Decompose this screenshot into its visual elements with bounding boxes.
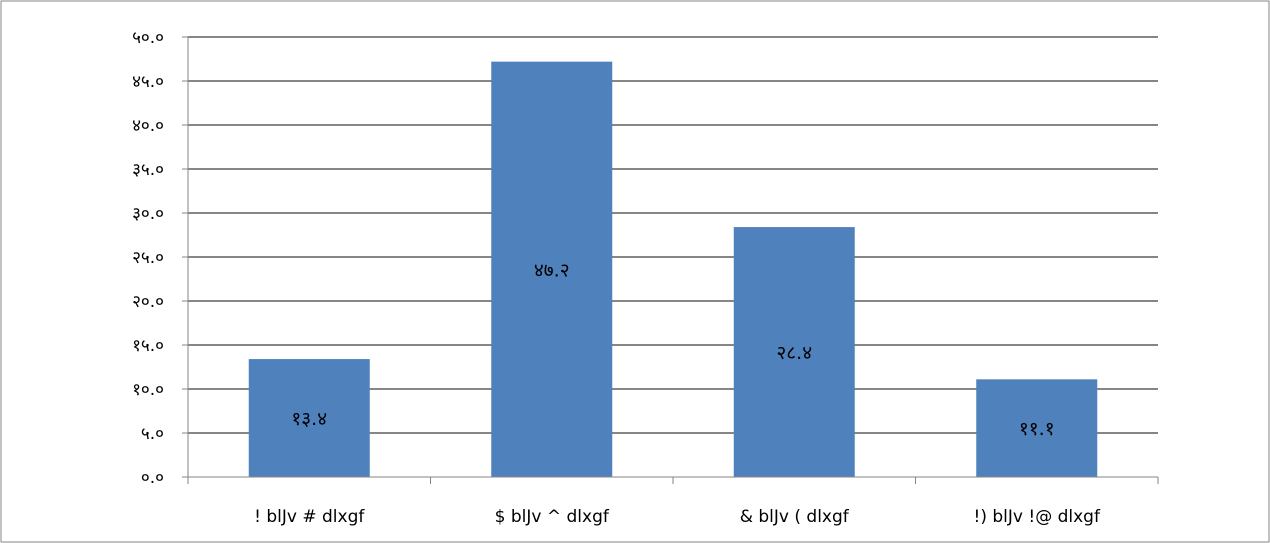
data-label: ११.१ <box>1019 418 1055 440</box>
y-tick-label: ४५.० <box>132 72 164 92</box>
bar <box>733 227 855 477</box>
y-tick-label: २५.० <box>132 248 164 268</box>
y-tick-label: ३०.० <box>132 204 164 224</box>
data-label: २८.४ <box>776 342 812 364</box>
x-tick-label: ! blJv # dlxgf <box>254 507 365 527</box>
x-tick-label: $ blJv ^ dlxgf <box>495 507 610 527</box>
y-tick-label: ०.० <box>141 468 164 488</box>
bar <box>976 379 1098 477</box>
y-tick-label: २०.० <box>132 292 164 312</box>
y-tick-labels: ०.० ५.० १०.० १५.० २०.० २५.० ३०.० ३५.० ४०.० ४५.० ५०… <box>132 28 164 488</box>
y-tick-label: १०.० <box>132 380 164 400</box>
data-label: १३.४ <box>291 408 327 430</box>
x-tick-label: & blJv ( dlxgf <box>740 507 850 527</box>
y-tick-label: ५०.० <box>132 28 164 48</box>
bar <box>248 359 370 477</box>
axes <box>182 36 1159 484</box>
y-tick-label: ३५.० <box>132 160 164 180</box>
x-tick-label: !) blJv !@ dlxgf <box>974 507 1101 527</box>
bars <box>248 61 1098 477</box>
y-tick-label: ५.० <box>141 424 164 444</box>
data-label: ४७.२ <box>534 259 570 281</box>
bar <box>491 61 613 477</box>
y-tick-label: ४०.० <box>132 116 164 136</box>
y-tick-label: १५.० <box>132 336 164 356</box>
x-tick-labels: ! blJv # dlxgf $ blJv ^ dlxgf & blJv ( dlx… <box>254 507 1101 527</box>
data-labels: १३.४ ४७.२ २८.४ ११.१ <box>291 259 1054 440</box>
